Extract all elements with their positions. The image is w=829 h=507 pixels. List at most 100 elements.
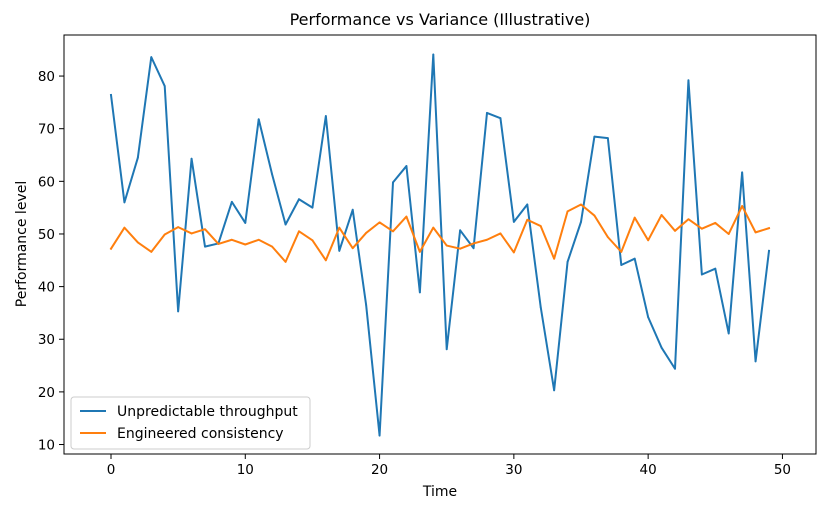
data-point-unpredictable-throughput <box>163 85 166 87</box>
y-tick-label: 50 <box>38 227 55 243</box>
data-point-engineered-consistency <box>620 250 623 253</box>
data-point-unpredictable-throughput <box>580 220 582 223</box>
data-point-unpredictable-throughput <box>405 165 408 167</box>
data-point-engineered-consistency <box>298 230 300 233</box>
data-point-unpredictable-throughput <box>392 181 394 184</box>
chart-title: Performance vs Variance (Illustrative) <box>290 10 591 29</box>
series-line-unpredictable-throughput <box>109 53 771 437</box>
y-tick-label: 20 <box>38 385 55 401</box>
data-point-unpredictable-throughput <box>230 200 233 203</box>
data-point-unpredictable-throughput <box>445 348 448 351</box>
data-point-engineered-consistency <box>284 260 287 263</box>
data-point-engineered-consistency <box>647 239 650 242</box>
data-point-engineered-consistency <box>311 239 314 242</box>
series-line-engineered-consistency <box>109 203 771 263</box>
x-tick-label: 10 <box>237 462 254 478</box>
data-point-engineered-consistency <box>445 244 448 247</box>
data-point-unpredictable-throughput <box>633 257 636 260</box>
data-point-unpredictable-throughput <box>687 79 690 82</box>
data-point-unpredictable-throughput <box>190 157 193 160</box>
data-point-engineered-consistency <box>553 257 556 260</box>
data-point-unpredictable-throughput <box>539 306 542 309</box>
data-point-unpredictable-throughput <box>674 367 676 370</box>
data-point-engineered-consistency <box>700 227 703 230</box>
y-axis-label: Performance level <box>14 181 30 307</box>
series-points-unpredictable-throughput <box>110 53 770 437</box>
legend-label-engineered-consistency: Engineered consistency <box>117 426 284 442</box>
data-point-unpredictable-throughput <box>378 434 381 437</box>
data-point-unpredictable-throughput <box>472 247 475 250</box>
data-point-engineered-consistency <box>271 245 274 248</box>
data-point-engineered-consistency <box>754 231 757 234</box>
data-point-engineered-consistency <box>714 222 717 224</box>
y-tick-label: 30 <box>38 332 55 348</box>
data-point-engineered-consistency <box>405 215 408 218</box>
data-point-unpredictable-throughput <box>754 360 757 363</box>
x-tick-label: 0 <box>107 462 116 478</box>
data-point-unpredictable-throughput <box>284 223 287 226</box>
x-tick-label: 20 <box>371 462 388 478</box>
data-point-engineered-consistency <box>324 259 327 262</box>
y-tick-label: 60 <box>38 174 55 190</box>
data-point-unpredictable-throughput <box>768 249 770 252</box>
data-point-engineered-consistency <box>150 250 153 253</box>
data-point-engineered-consistency <box>163 233 166 236</box>
data-point-engineered-consistency <box>674 229 676 232</box>
data-point-unpredictable-throughput <box>486 112 488 114</box>
data-point-unpredictable-throughput <box>365 304 368 306</box>
data-point-unpredictable-throughput <box>136 156 139 159</box>
data-point-unpredictable-throughput <box>271 173 274 176</box>
data-point-engineered-consistency <box>392 230 394 233</box>
data-point-engineered-consistency <box>257 238 260 241</box>
data-point-unpredictable-throughput <box>177 310 180 313</box>
data-point-engineered-consistency <box>110 247 112 250</box>
plot-area-frame <box>63 34 817 455</box>
data-point-engineered-consistency <box>580 203 582 206</box>
data-point-unpredictable-throughput <box>714 267 717 270</box>
data-point-unpredictable-throughput <box>418 291 421 294</box>
data-point-engineered-consistency <box>378 221 381 224</box>
data-point-unpredictable-throughput <box>647 316 650 319</box>
data-point-engineered-consistency <box>593 214 596 217</box>
data-point-engineered-consistency <box>606 236 609 239</box>
y-tick-label: 40 <box>38 280 55 296</box>
legend-box <box>70 396 311 450</box>
data-point-engineered-consistency <box>177 226 180 229</box>
series-lines <box>109 53 771 437</box>
data-point-unpredictable-throughput <box>324 115 327 117</box>
data-point-unpredictable-throughput <box>110 94 112 96</box>
data-point-unpredictable-throughput <box>512 220 515 223</box>
data-point-engineered-consistency <box>230 238 233 241</box>
data-point-engineered-consistency <box>526 218 529 221</box>
data-point-unpredictable-throughput <box>338 249 341 252</box>
data-point-engineered-consistency <box>741 205 744 207</box>
data-point-unpredictable-throughput <box>257 118 260 121</box>
data-point-unpredictable-throughput <box>298 198 300 201</box>
y-tick-label: 80 <box>38 69 55 85</box>
data-point-unpredictable-throughput <box>741 171 744 174</box>
data-point-engineered-consistency <box>512 251 515 254</box>
data-point-unpredictable-throughput <box>660 346 663 349</box>
data-point-unpredictable-throughput <box>351 208 354 211</box>
data-point-unpredictable-throughput <box>499 117 502 120</box>
data-point-unpredictable-throughput <box>566 260 569 263</box>
data-point-engineered-consistency <box>499 232 502 235</box>
data-point-engineered-consistency <box>768 227 770 230</box>
data-point-engineered-consistency <box>351 247 354 250</box>
data-point-unpredictable-throughput <box>432 53 435 56</box>
data-point-unpredictable-throughput <box>593 135 596 138</box>
y-tick-label: 70 <box>38 122 55 138</box>
data-point-engineered-consistency <box>432 226 435 229</box>
data-point-unpredictable-throughput <box>150 56 153 59</box>
data-point-engineered-consistency <box>539 225 542 227</box>
data-point-engineered-consistency <box>418 250 421 253</box>
data-point-engineered-consistency <box>204 228 206 231</box>
data-point-engineered-consistency <box>244 243 247 246</box>
legend: Unpredictable throughput Engineered cons… <box>70 396 311 450</box>
x-tick-label: 40 <box>640 462 657 478</box>
data-point-unpredictable-throughput <box>606 137 609 140</box>
data-point-engineered-consistency <box>365 232 368 234</box>
data-point-unpredictable-throughput <box>700 273 703 276</box>
